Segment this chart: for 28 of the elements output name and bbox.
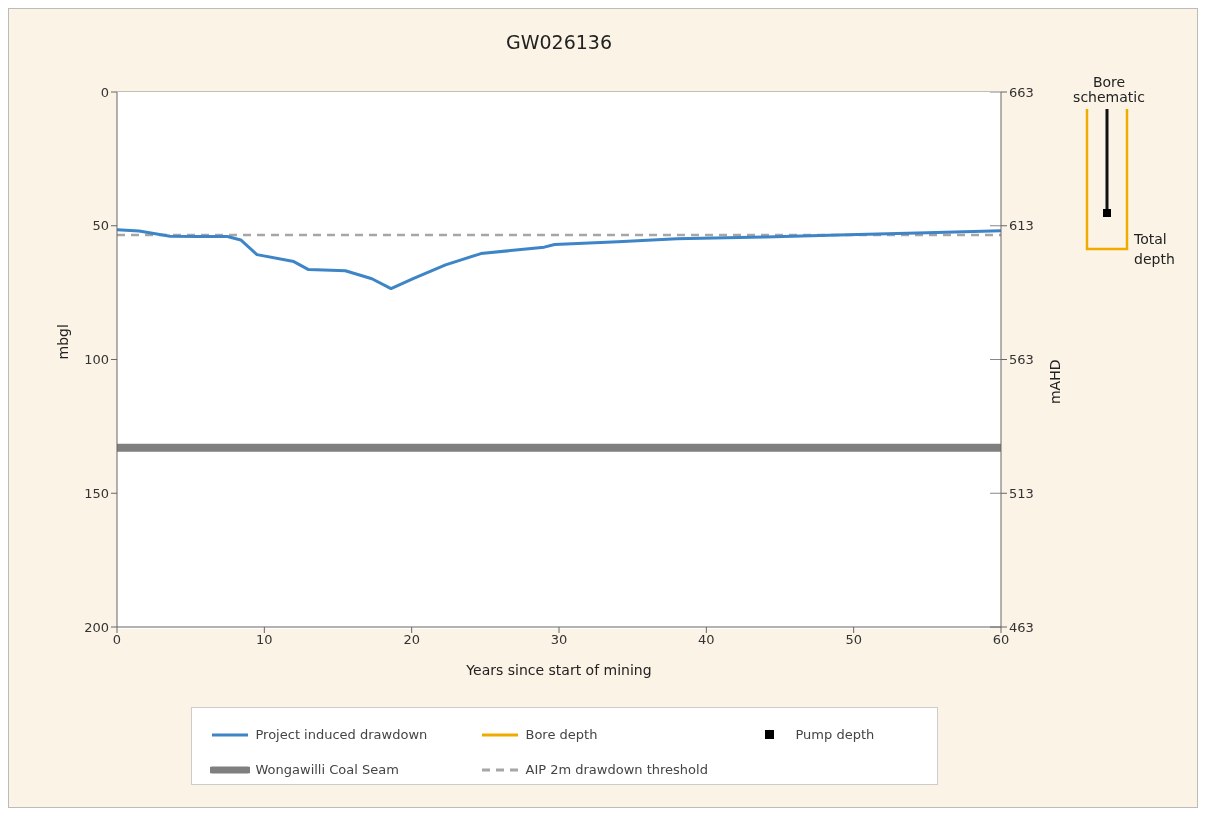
legend-label: Pump depth xyxy=(795,727,875,742)
bore-schematic: Bore schematic Total depth xyxy=(1069,69,1179,274)
y2-tick-label: 513 xyxy=(1009,485,1034,501)
y-tick-label: 50 xyxy=(92,218,109,234)
y2-axis-title: mAHD xyxy=(1046,359,1063,405)
legend-label: Wongawilli Coal Seam xyxy=(255,762,399,777)
chart-title: GW026136 xyxy=(504,31,613,53)
x-tick-label: 60 xyxy=(992,632,1010,648)
x-axis-title: Years since start of mining xyxy=(465,662,652,678)
x-tick-label: 40 xyxy=(698,632,715,648)
y-tick-label: 0 xyxy=(100,84,109,100)
y-tick-label: 150 xyxy=(84,485,109,501)
x-tick-label: 0 xyxy=(112,632,122,648)
line-series xyxy=(117,228,1001,291)
x-tick-label: 50 xyxy=(845,632,862,648)
x-tick-label: 20 xyxy=(403,632,420,648)
legend-label: AIP 2m drawdown threshold xyxy=(525,762,708,777)
y2-tick-label: 613 xyxy=(1009,218,1034,234)
y2-tick-label: 563 xyxy=(1009,352,1034,368)
x-tick-label: 30 xyxy=(550,632,568,648)
y2-tick-label: 663 xyxy=(1009,84,1034,100)
y2-tick-label: 463 xyxy=(1009,619,1034,635)
y-tick-label: 100 xyxy=(84,352,109,368)
legend-label: Project induced drawdown xyxy=(255,727,428,742)
x-tick-label: 10 xyxy=(256,632,273,648)
y-tick-label: 200 xyxy=(84,619,109,635)
legend-label: Bore depth xyxy=(525,727,598,742)
y-axis-title: mbgl xyxy=(54,324,71,360)
